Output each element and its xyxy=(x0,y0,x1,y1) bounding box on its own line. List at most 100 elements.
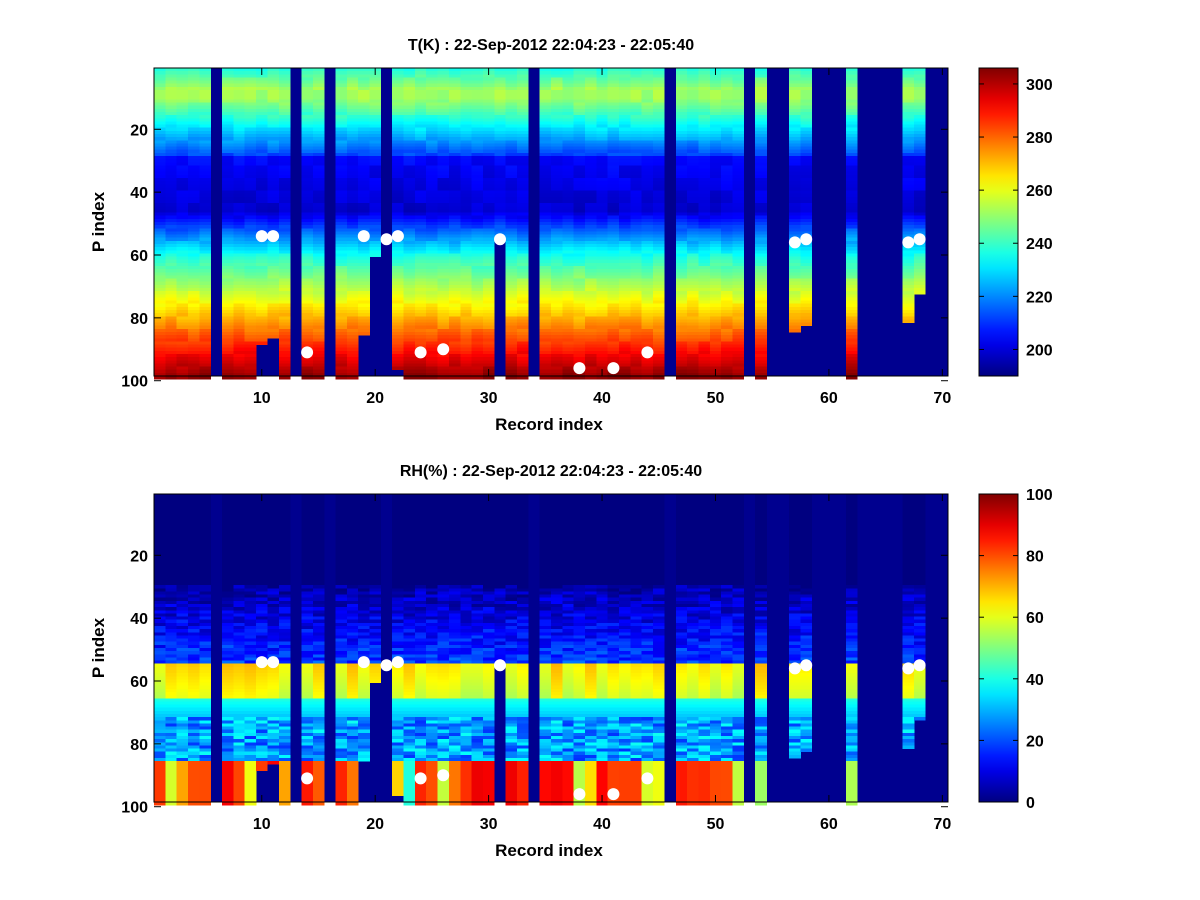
record-column-35 xyxy=(539,494,552,806)
record-column-3 xyxy=(176,68,189,380)
surface-marker xyxy=(255,656,268,669)
record-column-62 xyxy=(845,68,858,380)
record-column-41 xyxy=(607,68,620,380)
record-column-37 xyxy=(562,494,574,806)
x-axis-label: Record index xyxy=(495,415,603,434)
record-column-32 xyxy=(505,494,518,806)
surface-marker xyxy=(641,772,654,785)
record-column-67 xyxy=(902,494,915,749)
surface-marker xyxy=(380,233,393,246)
record-column-20 xyxy=(369,68,382,257)
x-axis-label: Record index xyxy=(495,841,603,860)
surface-marker xyxy=(357,656,370,669)
surface-marker xyxy=(414,772,427,785)
record-column-49 xyxy=(698,494,711,806)
record-column-25 xyxy=(426,68,438,380)
record-column-41 xyxy=(607,494,620,806)
colorbar-tick-label: 300 xyxy=(1026,77,1053,94)
surface-marker xyxy=(573,788,586,801)
colorbar-tick-label: 60 xyxy=(1026,610,1044,627)
surface-marker xyxy=(607,362,620,375)
record-column-39 xyxy=(585,494,597,806)
record-column-42 xyxy=(619,68,631,380)
record-column-9 xyxy=(244,68,257,380)
surface-marker xyxy=(380,659,393,672)
y-tick-label: 80 xyxy=(130,311,148,328)
record-column-35 xyxy=(539,68,552,380)
record-column-15 xyxy=(312,68,325,380)
record-column-33 xyxy=(516,494,529,806)
x-tick-label: 40 xyxy=(593,390,611,407)
record-column-2 xyxy=(165,494,177,806)
record-column-10 xyxy=(256,68,268,345)
surface-marker xyxy=(391,656,404,669)
record-column-68 xyxy=(913,494,926,721)
y-tick-label: 100 xyxy=(121,800,148,817)
record-column-17 xyxy=(335,68,348,380)
record-column-48 xyxy=(687,68,699,380)
record-column-44 xyxy=(641,494,654,806)
record-column-26 xyxy=(437,68,450,380)
record-column-54 xyxy=(755,494,767,806)
record-column-25 xyxy=(426,494,438,806)
record-column-9 xyxy=(244,494,257,806)
record-column-52 xyxy=(732,68,745,380)
record-column-4 xyxy=(188,494,200,806)
record-column-1 xyxy=(154,494,166,806)
record-column-57 xyxy=(789,494,801,759)
record-column-20 xyxy=(369,494,382,683)
x-tick-label: 30 xyxy=(480,390,498,407)
record-column-57 xyxy=(789,68,801,333)
colorbar-tick-label: 280 xyxy=(1026,130,1053,147)
x-tick-label: 10 xyxy=(253,390,271,407)
record-column-39 xyxy=(585,68,597,380)
axes-frame xyxy=(153,493,949,803)
record-column-8 xyxy=(233,494,246,806)
record-column-11 xyxy=(267,68,280,339)
record-column-45 xyxy=(653,68,665,380)
record-column-19 xyxy=(358,68,370,336)
surface-marker xyxy=(607,788,620,801)
surface-marker xyxy=(788,236,801,249)
y-tick-label: 80 xyxy=(130,737,148,754)
x-tick-label: 20 xyxy=(366,390,384,407)
x-tick-label: 60 xyxy=(820,816,838,833)
heatmap-cells xyxy=(154,494,926,806)
record-column-28 xyxy=(460,68,472,380)
record-column-33 xyxy=(516,68,529,380)
colorbar-tick-label: 100 xyxy=(1026,487,1053,504)
record-column-24 xyxy=(414,494,427,806)
chart-title: T(K) : 22-Sep-2012 22:04:23 - 22:05:40 xyxy=(408,37,694,54)
record-column-31 xyxy=(494,68,506,242)
surface-marker xyxy=(267,656,280,669)
surface-marker xyxy=(437,343,450,356)
temperature-panel: T(K) : 22-Sep-2012 22:04:23 - 22:05:40 10… xyxy=(89,37,1053,434)
colorbar-tick-label: 200 xyxy=(1026,342,1053,359)
record-column-44 xyxy=(641,68,654,380)
surface-marker xyxy=(788,662,801,675)
record-column-40 xyxy=(596,494,609,806)
record-column-8 xyxy=(233,68,246,380)
record-column-26 xyxy=(437,494,450,806)
record-column-29 xyxy=(471,68,484,380)
x-tick-label: 20 xyxy=(366,816,384,833)
record-column-42 xyxy=(619,494,631,806)
record-column-38 xyxy=(573,68,586,380)
y-tick-label: 20 xyxy=(130,548,148,565)
y-axis-label: P index xyxy=(89,617,108,678)
colorbar xyxy=(978,67,1019,377)
record-column-43 xyxy=(630,494,643,806)
surface-marker xyxy=(913,233,926,246)
record-column-43 xyxy=(630,68,643,380)
surface-marker xyxy=(357,230,370,243)
surface-marker xyxy=(255,230,268,243)
colorbar-tick-label: 240 xyxy=(1026,236,1053,253)
record-column-12 xyxy=(278,68,291,380)
surface-marker xyxy=(267,230,280,243)
record-column-50 xyxy=(709,68,722,380)
record-column-50 xyxy=(709,494,722,806)
x-tick-label: 60 xyxy=(820,390,838,407)
x-tick-label: 10 xyxy=(253,816,271,833)
surface-marker xyxy=(913,659,926,672)
record-column-47 xyxy=(675,494,688,806)
